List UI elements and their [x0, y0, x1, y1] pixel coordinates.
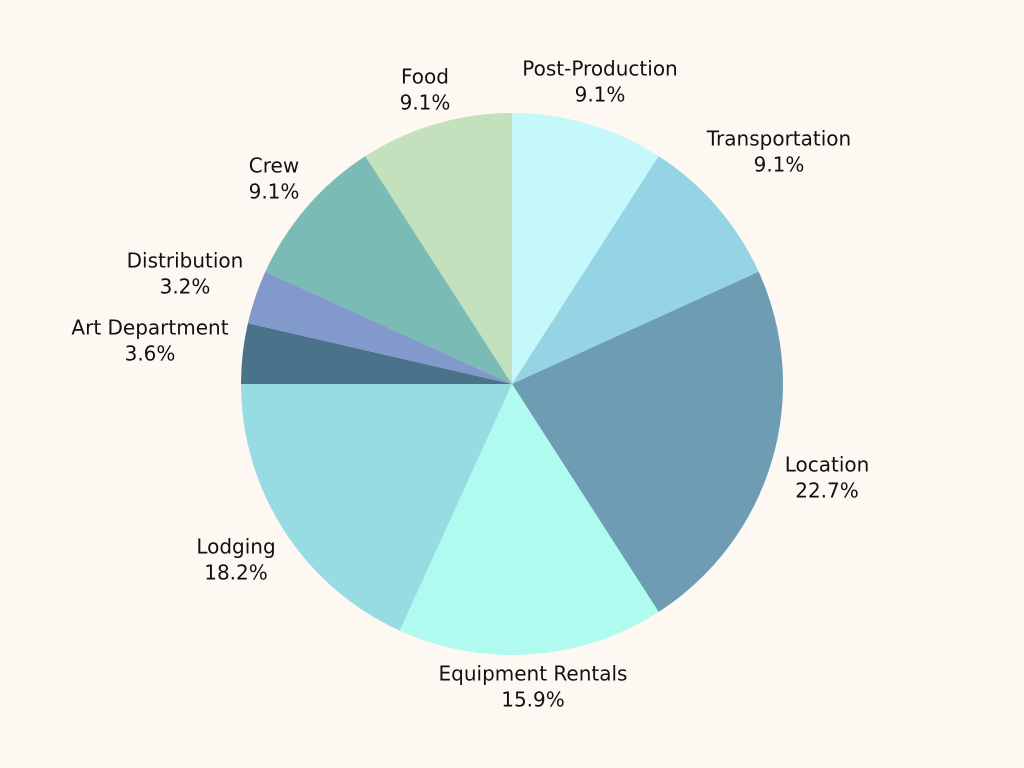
slice-distribution	[247, 271, 512, 384]
slice-transportation	[512, 156, 759, 384]
slice-art-department	[241, 323, 512, 384]
label-post-production: Post-Production	[522, 57, 677, 81]
slice-crew	[265, 156, 512, 384]
value-label-art-department: 3.6%	[125, 342, 176, 366]
slice-lodging	[241, 384, 512, 631]
value-label-distribution: 3.2%	[160, 275, 211, 299]
label-art-department: Art Department	[71, 316, 228, 340]
pie-labels: Post-Production9.1%Transportation9.1%Loc…	[71, 57, 869, 712]
label-equipment-rentals: Equipment Rentals	[439, 662, 628, 686]
label-transportation: Transportation	[706, 127, 851, 151]
label-crew: Crew	[249, 154, 299, 178]
pie-slices	[241, 113, 784, 656]
value-label-transportation: 9.1%	[754, 153, 805, 177]
slice-equipment-rentals	[399, 384, 659, 656]
value-label-lodging: 18.2%	[204, 561, 268, 585]
value-label-post-production: 9.1%	[575, 83, 626, 107]
label-lodging: Lodging	[196, 535, 275, 559]
slice-post-production	[512, 113, 659, 384]
label-distribution: Distribution	[127, 249, 244, 273]
label-food: Food	[401, 65, 449, 89]
label-location: Location	[785, 453, 870, 477]
value-label-location: 22.7%	[795, 479, 859, 503]
value-label-equipment-rentals: 15.9%	[501, 688, 565, 712]
value-label-food: 9.1%	[400, 91, 451, 115]
slice-location	[512, 271, 784, 612]
value-label-crew: 9.1%	[249, 180, 300, 204]
slice-food	[365, 113, 512, 384]
